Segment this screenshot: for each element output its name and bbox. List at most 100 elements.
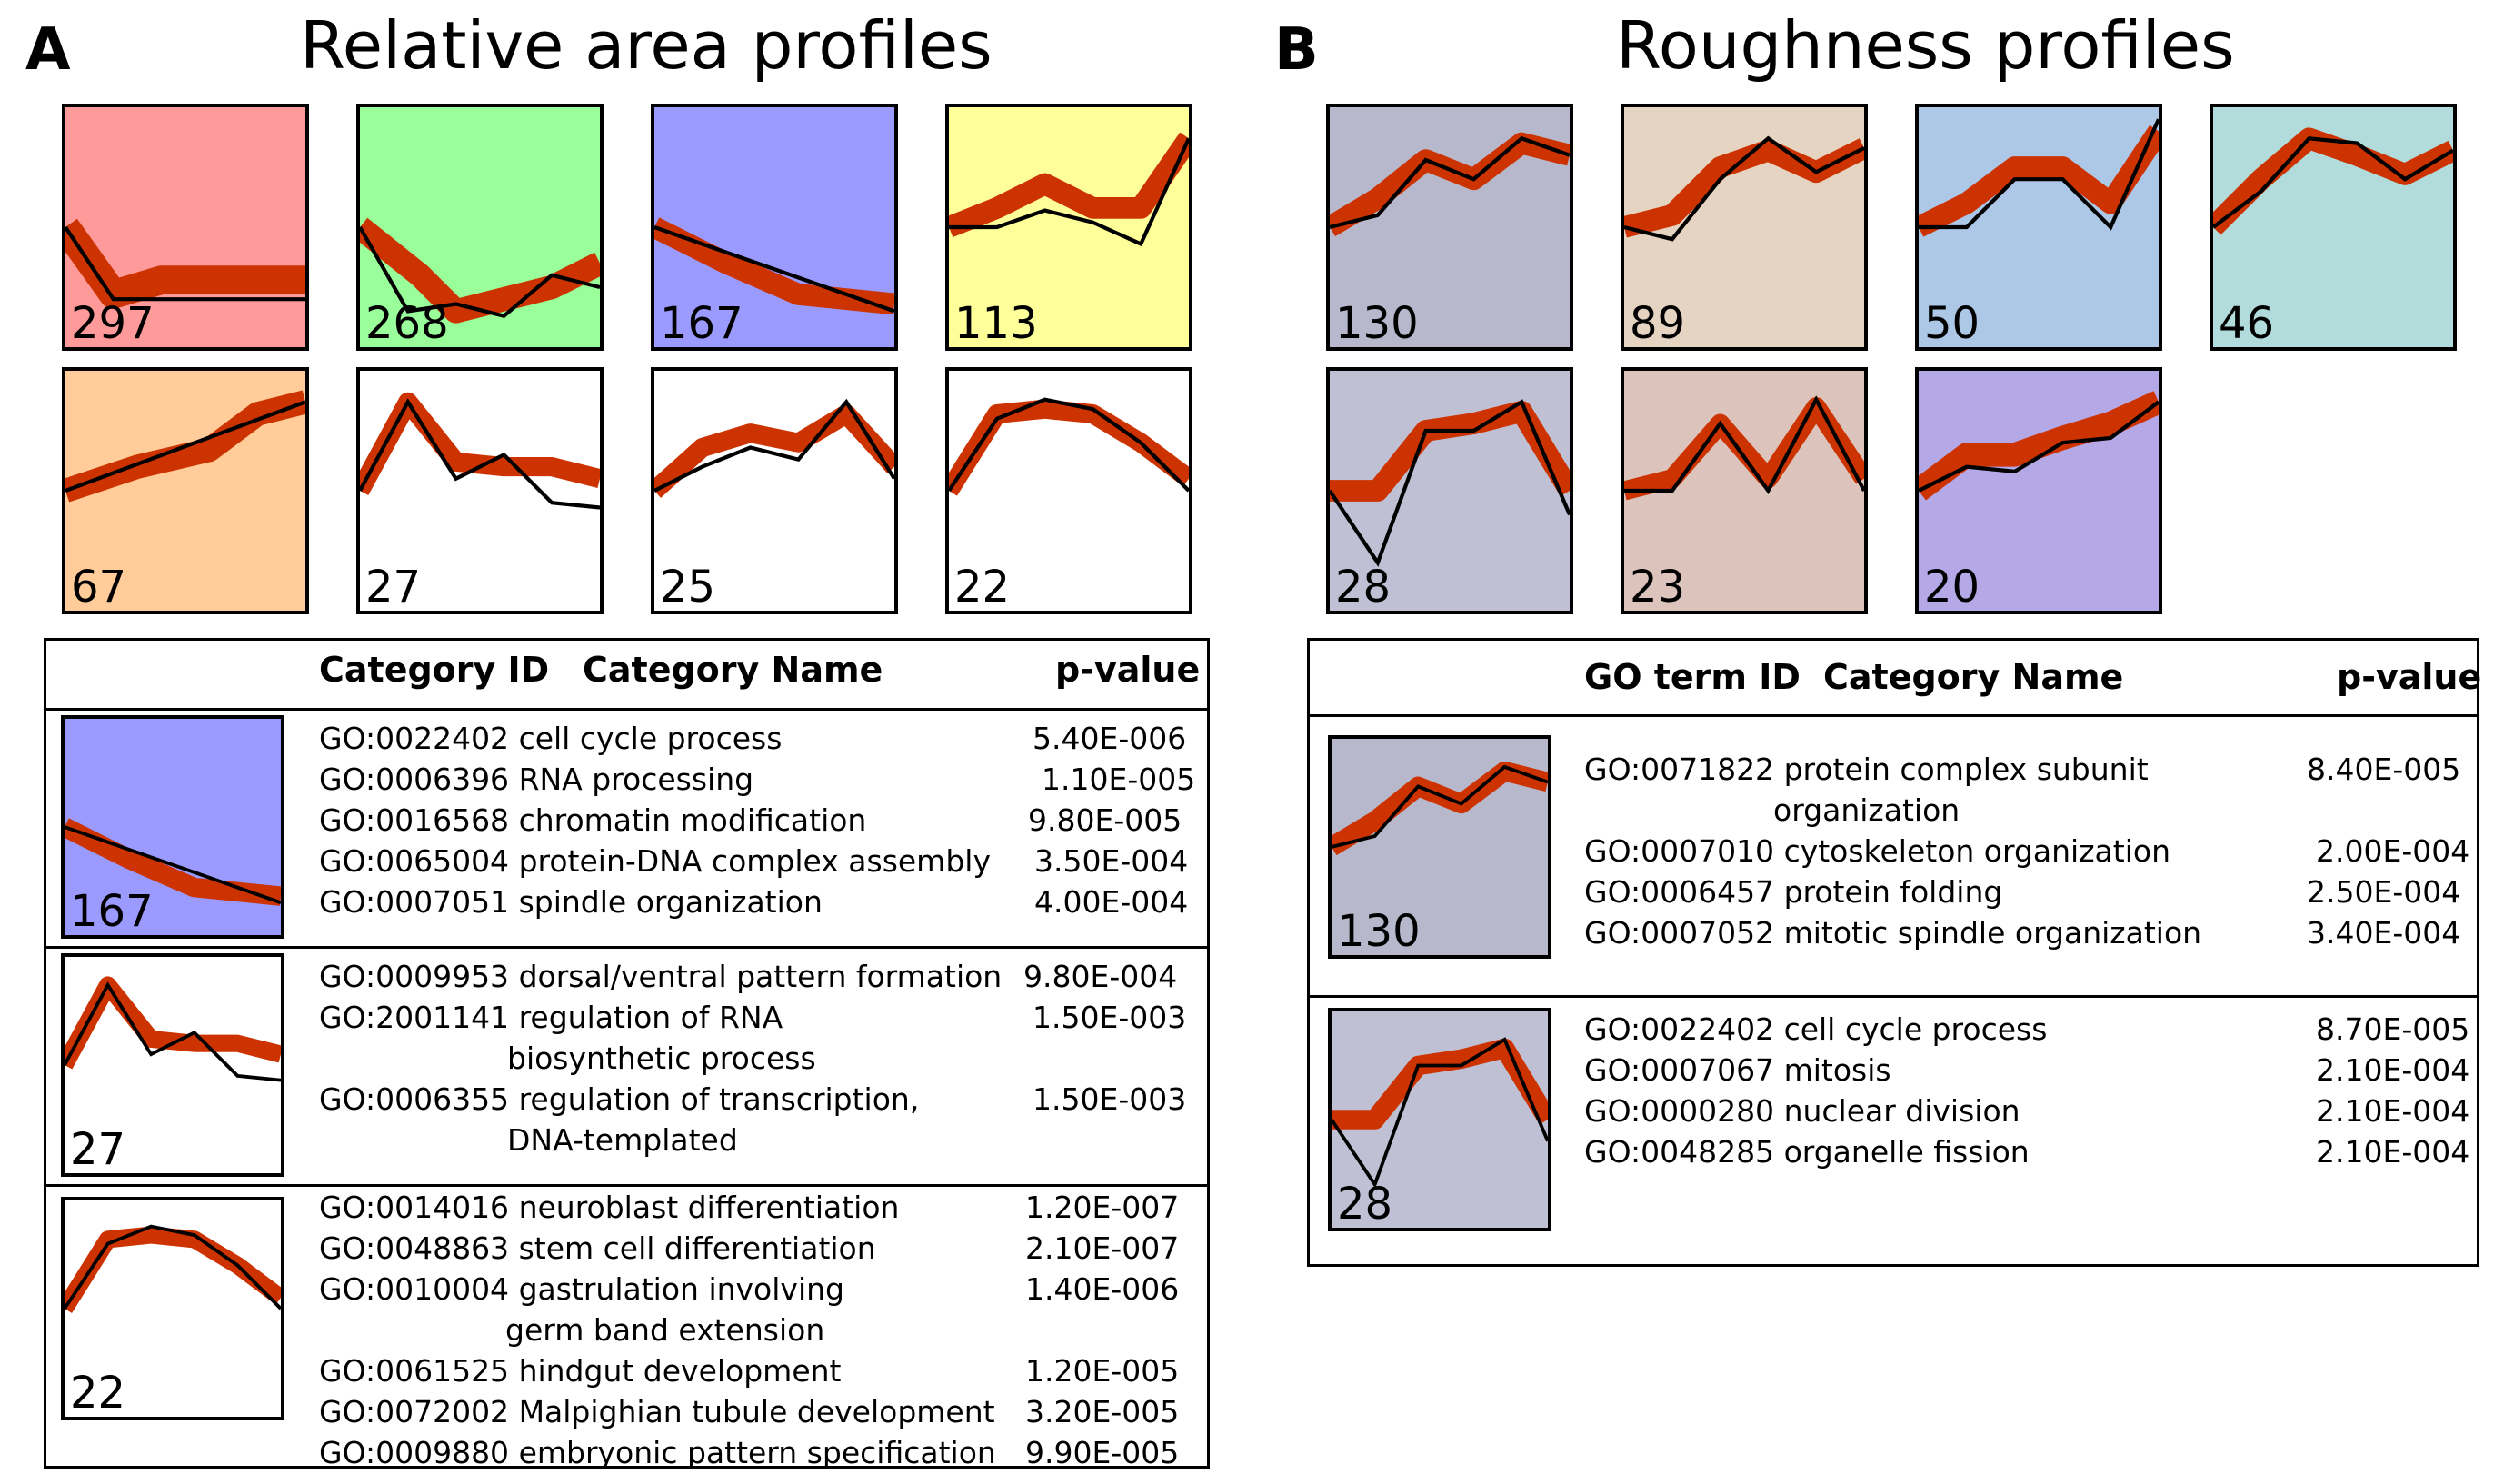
profile-count: 22 (70, 1368, 126, 1419)
profile-count: 28 (1337, 1179, 1393, 1230)
profile-count: 268 (365, 298, 449, 349)
go-p-value: 2.10E-004 (2316, 1093, 2470, 1129)
go-id: GO:0072002 (319, 1394, 510, 1429)
profile-tile: 67 (62, 367, 309, 614)
go-id: GO:0007051 (319, 884, 510, 920)
go-id: GO:2001141 (319, 1000, 510, 1035)
go-id: GO:0007067 (1584, 1052, 1775, 1088)
go-name: cell cycle process (518, 721, 783, 756)
profile-plot (360, 217, 600, 324)
header-category-name: Category Name (583, 650, 883, 690)
go-id: GO:0006396 (319, 762, 510, 797)
profile-count: 28 (1335, 562, 1392, 613)
profile-trace-band (65, 1226, 281, 1314)
profile-mean-line (1330, 135, 1570, 230)
profile-count: 67 (71, 562, 127, 613)
go-name: nuclear division (1783, 1093, 2020, 1129)
profile-tile: 268 (356, 104, 604, 351)
go-name-continued: organization (1773, 792, 1960, 828)
profile-mean-line (1624, 135, 1864, 242)
profile-plot (654, 217, 894, 315)
go-p-value: 8.40E-005 (2307, 752, 2461, 787)
profile-count: 20 (1924, 562, 1980, 613)
go-id: GO:0006457 (1584, 874, 1775, 910)
panel-b-letter: B (1274, 16, 1319, 84)
profile-plot (65, 218, 305, 309)
profile-mean-line (360, 225, 600, 318)
go-term: GO:0065004 protein-DNA complex assembly (319, 843, 991, 879)
profile-plot (654, 398, 894, 498)
profile-plot (1330, 132, 1570, 237)
go-p-value: 3.40E-004 (2307, 915, 2461, 951)
profile-count: 50 (1924, 298, 1980, 349)
go-term: GO:0009953 dorsal/ventral pattern format… (319, 959, 1002, 994)
go-term: GO:0014016 neuroblast differentiation (319, 1190, 899, 1225)
go-name: neuroblast differentiation (518, 1190, 900, 1225)
go-id: GO:0006355 (319, 1081, 510, 1117)
panel-a-letter: A (25, 16, 71, 84)
go-term: GO:0007051 spindle organization (319, 884, 823, 920)
go-p-value: 5.40E-006 (1033, 721, 1187, 756)
profile-mean-line (949, 397, 1189, 493)
profile-mean-line (65, 981, 281, 1082)
go-id: GO:0014016 (319, 1190, 510, 1225)
go-term: GO:0009880 embryonic pattern specificati… (319, 1435, 996, 1470)
go-term: GO:0048285 organelle fission (1584, 1134, 2030, 1170)
profile-tile: 113 (945, 104, 1192, 351)
profile-tile: 167 (651, 104, 898, 351)
go-id: GO:0065004 (319, 843, 510, 879)
go-name: Malpighian tubule development (518, 1394, 995, 1429)
go-name: protein-DNA complex assembly (518, 843, 991, 879)
group-divider (1310, 995, 2477, 998)
profile-trace-band (360, 217, 600, 324)
go-term: GO:0048863 stem cell differentiation (319, 1230, 876, 1266)
profile-tile: 130 (1326, 104, 1573, 351)
go-name: protein complex subunit (1783, 752, 2149, 787)
profile-trace-band (1330, 401, 1570, 502)
profile-trace-band (360, 392, 600, 496)
profile-mean-line (65, 1224, 281, 1310)
profile-tile: 27 (61, 953, 284, 1177)
go-name: hindgut development (518, 1353, 842, 1389)
header-divider (46, 708, 1207, 711)
go-p-value: 2.50E-004 (2307, 874, 2461, 910)
profile-count: 46 (2219, 298, 2275, 349)
go-id: GO:0007010 (1584, 833, 1775, 869)
profile-trace-band (1919, 124, 2159, 237)
go-p-value: 1.10E-005 (1042, 762, 1196, 797)
profile-mean-line (65, 400, 305, 493)
profile-plot (1624, 135, 1864, 242)
go-p-value: 1.20E-007 (1025, 1190, 1180, 1225)
profile-plot (65, 976, 281, 1082)
go-term: GO:0006396 RNA processing (319, 762, 753, 797)
go-name: chromatin modification (518, 802, 867, 838)
go-p-value: 1.40E-006 (1025, 1271, 1180, 1307)
go-id: GO:0000280 (1584, 1093, 1775, 1129)
go-term: GO:0006355 regulation of transcription, (319, 1081, 919, 1117)
header-go-term-id: GO term ID (1584, 657, 1801, 697)
profile-count: 27 (365, 562, 422, 613)
profile-tile: 25 (651, 367, 898, 614)
profile-mean-line (1332, 764, 1548, 849)
profile-plot (1624, 395, 1864, 501)
go-p-value: 9.80E-004 (1023, 959, 1178, 994)
profile-mean-line (1919, 400, 2159, 493)
profile-trace-band (1330, 132, 1570, 237)
go-name-continued: biosynthetic process (507, 1041, 816, 1076)
profile-count: 167 (70, 886, 154, 937)
go-p-value: 9.90E-005 (1025, 1435, 1180, 1470)
profile-tile: 20 (1915, 367, 2162, 614)
profile-plot (1919, 118, 2159, 237)
go-name: gastrulation involving (518, 1271, 844, 1307)
profile-trace-band (1332, 761, 1548, 856)
go-p-value: 2.10E-007 (1025, 1230, 1180, 1266)
profile-mean-line (654, 398, 894, 493)
go-term: GO:0072002 Malpighian tubule development (319, 1394, 995, 1429)
profile-mean-line (1624, 395, 1864, 495)
go-p-value: 1.20E-005 (1025, 1353, 1180, 1389)
go-term: GO:0016568 chromatin modification (319, 802, 866, 838)
profile-tile: 130 (1328, 735, 1551, 959)
go-name-continued: DNA-templated (507, 1122, 738, 1158)
go-id: GO:0009953 (319, 959, 510, 994)
profile-plot (949, 397, 1189, 496)
